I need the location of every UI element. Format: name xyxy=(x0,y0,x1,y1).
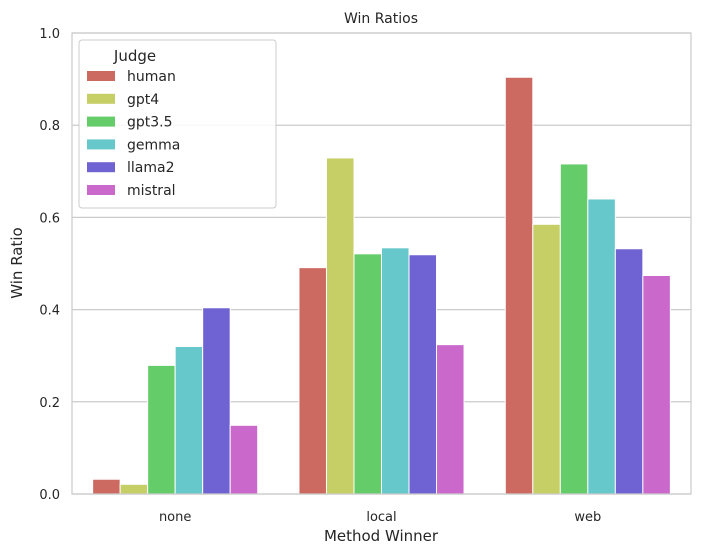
bar-llama2-local xyxy=(408,254,438,495)
y-tick-labels: 0.0 0.2 0.4 0.6 0.8 1.0 xyxy=(39,27,60,503)
x-tick-label: web xyxy=(574,510,601,525)
bar-gpt3.5-local xyxy=(353,253,383,495)
x-tick-label: none xyxy=(159,510,191,525)
bar-human-web xyxy=(504,76,534,495)
legend-label-gemma: gemma xyxy=(127,137,180,153)
legend-box xyxy=(78,39,277,209)
legend-label-gpt4: gpt4 xyxy=(127,92,159,108)
chart-title: Win Ratios xyxy=(344,11,418,27)
legend-swatch-gpt3.5 xyxy=(87,116,115,127)
bar-mistral-none xyxy=(229,424,259,495)
y-tick-label: 0.4 xyxy=(39,304,60,319)
bar-gpt3.5-none xyxy=(147,364,176,495)
legend-swatch-mistral xyxy=(87,185,115,195)
bar-llama2-none xyxy=(202,307,231,495)
bar-human-local xyxy=(298,267,327,495)
legend-label-gpt3.5: gpt3.5 xyxy=(127,115,173,131)
legend-label-mistral: mistral xyxy=(127,183,176,199)
bar-mistral-web xyxy=(642,274,671,495)
x-tick-labels: none local web xyxy=(159,510,601,525)
bar-gpt4-none xyxy=(119,483,149,495)
bar-gemma-web xyxy=(587,198,616,495)
bar-gemma-local xyxy=(381,247,410,495)
bar-gemma-none xyxy=(174,345,204,495)
y-tick-label: 0.0 xyxy=(39,488,60,503)
legend-swatch-gpt4 xyxy=(87,93,115,104)
y-axis-label: Win Ratio xyxy=(8,227,26,298)
legend-swatch-gemma xyxy=(87,139,115,150)
legend: Judge human gpt4 gpt3.5 gemma llama2 mistral xyxy=(78,39,277,209)
plot-frame xyxy=(71,32,692,495)
legend-swatch-human xyxy=(87,71,115,81)
legend-label-llama2: llama2 xyxy=(127,160,174,176)
y-tick-label: 0.8 xyxy=(39,119,60,134)
bar-human-none xyxy=(92,478,121,495)
legend-items: human gpt4 gpt3.5 gemma llama2 mistral xyxy=(87,69,180,199)
bar-llama2-web xyxy=(614,248,644,495)
legend-title: Judge xyxy=(113,47,156,65)
bar-gpt4-web xyxy=(532,223,561,495)
bar-gpt4-local xyxy=(325,157,355,495)
y-tick-label: 1.0 xyxy=(39,27,60,42)
x-tick-label: local xyxy=(366,510,396,525)
bar-mistral-local xyxy=(436,344,465,495)
bar-gpt3.5-web xyxy=(559,163,589,495)
x-axis-label: Method Winner xyxy=(324,527,439,545)
y-tick-label: 0.2 xyxy=(39,396,60,411)
legend-label-human: human xyxy=(127,69,176,85)
y-tick-label: 0.6 xyxy=(39,211,60,226)
legend-swatch-llama2 xyxy=(87,162,115,173)
bars xyxy=(92,76,671,495)
